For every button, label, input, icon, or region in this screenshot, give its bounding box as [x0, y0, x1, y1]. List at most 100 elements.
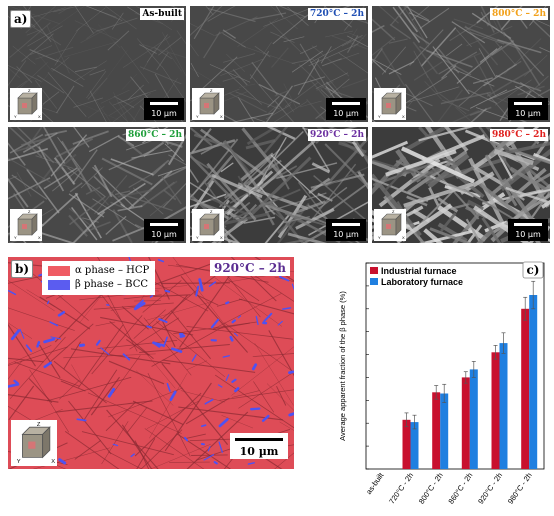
- legend-label-industrial: Industrial furnace: [381, 266, 457, 276]
- grain-boundary: [227, 279, 260, 302]
- lath-line: [190, 23, 215, 37]
- lath-line: [524, 55, 548, 77]
- cube-shape: Y X Z: [196, 209, 223, 240]
- lath-line: [405, 90, 421, 110]
- lath-line: [35, 46, 74, 60]
- lath-line: [308, 201, 368, 236]
- orientation-cube-icon: Y X Z: [374, 209, 406, 241]
- lath-line: [372, 140, 409, 159]
- beta-phase-particle: [255, 315, 259, 326]
- lath-line: [100, 89, 130, 104]
- lath-line: [229, 165, 298, 204]
- lath-line: [419, 7, 450, 29]
- lath-line: [75, 7, 106, 32]
- error-bar: [471, 361, 476, 378]
- lath-line: [85, 186, 101, 195]
- lath-line: [190, 174, 213, 199]
- lath-line: [273, 101, 308, 122]
- lath-line: [199, 56, 238, 92]
- beta-phase-particle: [130, 453, 135, 458]
- lath-line: [51, 168, 81, 192]
- lath-line: [76, 102, 124, 122]
- grain-boundary: [238, 298, 294, 315]
- lath-line: [437, 205, 487, 242]
- svg-text:Y: Y: [378, 235, 381, 240]
- bar-laboratory: [469, 369, 478, 469]
- lath-line: [203, 31, 221, 59]
- error-bar: [463, 371, 468, 384]
- lath-line: [432, 46, 470, 95]
- panel-label-b: b): [11, 260, 34, 278]
- lath-line: [163, 189, 177, 201]
- lath-line: [389, 23, 411, 40]
- grain-boundary: [162, 359, 256, 373]
- lath-line: [9, 22, 51, 58]
- lath-line: [372, 119, 376, 122]
- beta-phase-particle: [229, 335, 234, 342]
- grain-boundary: [150, 443, 211, 469]
- lath-line: [266, 127, 296, 141]
- grain-boundary: [103, 287, 138, 352]
- legend-swatch-industrial: [370, 267, 378, 274]
- lath-line: [283, 36, 305, 43]
- grain-boundary: [185, 433, 206, 440]
- lath-line: [395, 203, 453, 243]
- lath-line: [470, 108, 487, 122]
- lath-line: [235, 91, 281, 110]
- beta-phase-particle: [217, 384, 223, 388]
- lath-line: [467, 89, 498, 105]
- condition-label: 860°C – 2h: [125, 129, 184, 141]
- lath-line: [401, 146, 475, 184]
- lath-line: [388, 60, 415, 75]
- ebsd-phase-map: α phase – HCP β phase – BCC 920°C – 2h 1…: [8, 257, 294, 469]
- bar-industrial: [521, 308, 530, 469]
- beta-phase-particle: [146, 325, 152, 329]
- lath-line: [113, 95, 135, 108]
- beta-phase-particle: [203, 454, 215, 461]
- lath-line: [448, 183, 467, 193]
- grain-boundary: [53, 360, 107, 404]
- grain-boundary: [214, 374, 294, 429]
- lath-line: [297, 59, 320, 95]
- y-axis-label: Average apparent fraction of the β phase…: [338, 291, 347, 441]
- lath-line: [126, 141, 143, 155]
- legend-swatch-beta: [48, 280, 70, 290]
- lath-line: [143, 141, 165, 158]
- grain-boundary: [177, 433, 232, 469]
- lath-line: [322, 182, 368, 217]
- error-bar: [531, 280, 536, 310]
- grain-boundary: [93, 302, 174, 310]
- lath-line: [423, 228, 444, 243]
- beta-phase-particle: [251, 363, 258, 371]
- grain-boundary: [139, 343, 230, 354]
- lath-line: [403, 6, 430, 21]
- lath-line: [392, 6, 421, 43]
- lath-line: [92, 198, 140, 229]
- lath-line: [480, 6, 495, 33]
- lath-line: [287, 232, 328, 243]
- lath-line: [51, 6, 85, 30]
- svg-text:X: X: [402, 114, 405, 119]
- lath-line: [249, 74, 275, 103]
- grain-boundary: [82, 369, 118, 422]
- lath-line: [209, 64, 251, 83]
- lath-line: [55, 153, 77, 173]
- grain-boundary: [129, 317, 180, 350]
- lath-line: [440, 91, 491, 105]
- lath-line: [26, 28, 43, 36]
- lath-line: [372, 177, 429, 202]
- lath-line: [46, 25, 70, 74]
- error-bar: [434, 385, 439, 400]
- grain-boundary: [134, 392, 202, 457]
- lath-line: [72, 210, 106, 243]
- lath-line: [295, 207, 335, 230]
- beta-phase-particle: [198, 278, 204, 292]
- grain-boundary: [9, 336, 66, 400]
- error-bar: [412, 414, 417, 430]
- grain-boundary: [180, 275, 249, 353]
- lath-line: [418, 61, 438, 93]
- beta-phase-particle: [218, 441, 223, 453]
- lath-line: [8, 6, 61, 25]
- beta-phase-particle: [218, 418, 229, 428]
- orientation-cube-icon: Y X Z: [374, 88, 406, 120]
